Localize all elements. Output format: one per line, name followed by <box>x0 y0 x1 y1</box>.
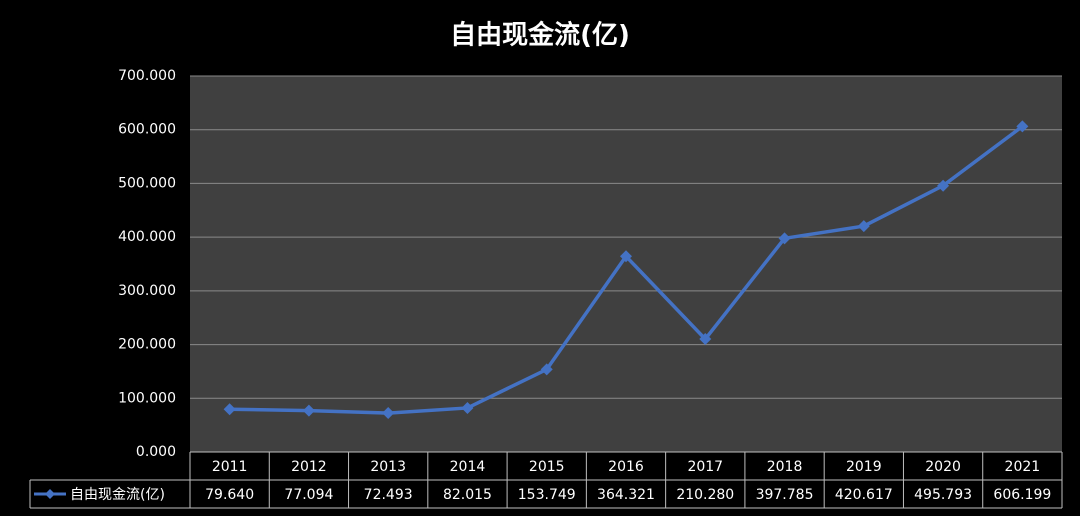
x-tick-label: 2019 <box>846 459 882 475</box>
data-point <box>382 407 395 420</box>
data-point <box>1016 120 1029 133</box>
table-value: 210.280 <box>676 487 734 503</box>
x-tick-label: 2014 <box>450 459 486 475</box>
legend-marker <box>45 489 55 499</box>
data-point <box>857 220 870 233</box>
x-tick-label: 2012 <box>291 459 327 475</box>
y-tick-label: 0.000 <box>136 444 176 460</box>
x-tick-label: 2018 <box>767 459 803 475</box>
table-value: 420.617 <box>835 487 893 503</box>
data-point <box>223 403 236 416</box>
table-value: 72.493 <box>364 487 413 503</box>
y-tick-label: 200.000 <box>118 337 176 353</box>
data-point <box>540 363 553 376</box>
x-tick-label: 2017 <box>687 459 723 475</box>
y-tick-label: 500.000 <box>118 175 176 191</box>
table-value: 606.199 <box>993 487 1051 503</box>
x-tick-label: 2011 <box>212 459 248 475</box>
plot-area <box>190 76 1062 452</box>
data-point <box>620 250 632 263</box>
x-tick-label: 2021 <box>1005 459 1041 475</box>
table-value: 153.749 <box>518 487 576 503</box>
data-point <box>778 232 791 245</box>
chart-title: 自由现金流(亿) <box>450 20 630 51</box>
y-tick-label: 700.000 <box>118 68 176 84</box>
data-point <box>302 404 315 417</box>
table-value: 364.321 <box>597 487 655 503</box>
x-tick-label: 2016 <box>608 459 644 475</box>
y-tick-label: 300.000 <box>118 283 176 299</box>
y-tick-label: 400.000 <box>118 229 176 245</box>
data-point <box>937 179 950 192</box>
y-tick-label: 100.000 <box>118 390 176 406</box>
data-point <box>461 401 474 414</box>
data-point <box>699 333 712 346</box>
table-value: 495.793 <box>914 487 972 503</box>
x-tick-label: 2020 <box>925 459 961 475</box>
table-value: 77.094 <box>284 487 333 503</box>
table-value: 79.640 <box>205 487 254 503</box>
x-tick-label: 2015 <box>529 459 565 475</box>
table-value: 397.785 <box>756 487 814 503</box>
y-tick-label: 600.000 <box>118 122 176 138</box>
x-tick-label: 2013 <box>370 459 406 475</box>
legend-label: 自由现金流(亿) <box>70 487 165 503</box>
table-value: 82.015 <box>443 487 492 503</box>
